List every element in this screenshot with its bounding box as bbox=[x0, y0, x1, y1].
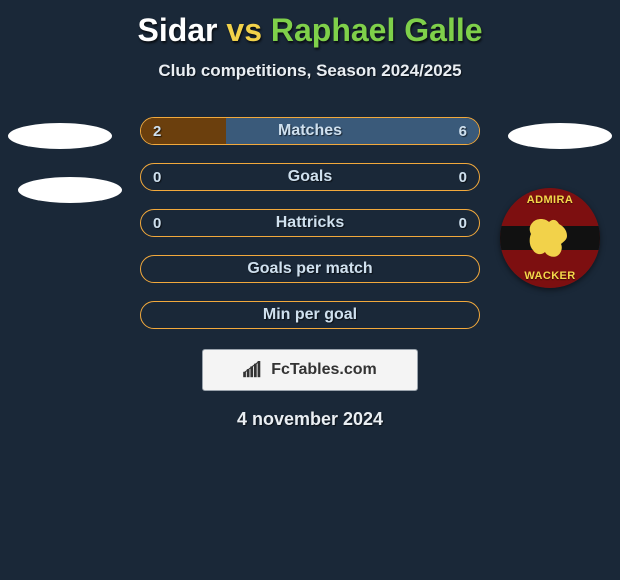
brand-box: FcTables.com bbox=[202, 349, 418, 391]
stat-value-right: 0 bbox=[459, 210, 467, 236]
avatar-placeholder-left-2 bbox=[18, 177, 122, 203]
stat-row: Hattricks0 0 bbox=[140, 209, 480, 237]
stat-row: Goals0 0 bbox=[140, 163, 480, 191]
vs-label: vs bbox=[226, 12, 262, 48]
stat-label: Matches bbox=[141, 118, 479, 144]
avatar-placeholder-left-1 bbox=[8, 123, 112, 149]
badge-text-bottom: WACKER bbox=[500, 270, 600, 282]
stat-value-left: 0 bbox=[153, 164, 161, 190]
subtitle: Club competitions, Season 2024/2025 bbox=[0, 61, 620, 81]
club-badge: ADMIRA WACKER bbox=[500, 188, 600, 288]
brand-text: FcTables.com bbox=[271, 361, 377, 379]
stat-label: Goals per match bbox=[141, 256, 479, 282]
stat-row: Min per goal bbox=[140, 301, 480, 329]
stat-value-right: 0 bbox=[459, 164, 467, 190]
lion-icon bbox=[527, 216, 573, 260]
comparison-title: Sidar vs Raphael Galle bbox=[0, 0, 620, 49]
stat-row: Matches2 6 bbox=[140, 117, 480, 145]
stat-row: Goals per match bbox=[140, 255, 480, 283]
avatar-placeholder-right bbox=[508, 123, 612, 149]
stat-value-right: 6 bbox=[459, 118, 467, 144]
stat-label: Hattricks bbox=[141, 210, 479, 236]
stat-label: Min per goal bbox=[141, 302, 479, 328]
player2-name: Raphael Galle bbox=[271, 12, 483, 48]
badge-text-top: ADMIRA bbox=[500, 194, 600, 206]
stat-value-left: 0 bbox=[153, 210, 161, 236]
date-label: 4 november 2024 bbox=[0, 409, 620, 430]
stat-label: Goals bbox=[141, 164, 479, 190]
player1-name: Sidar bbox=[137, 12, 217, 48]
stat-value-left: 2 bbox=[153, 118, 161, 144]
bars-icon bbox=[243, 361, 265, 379]
